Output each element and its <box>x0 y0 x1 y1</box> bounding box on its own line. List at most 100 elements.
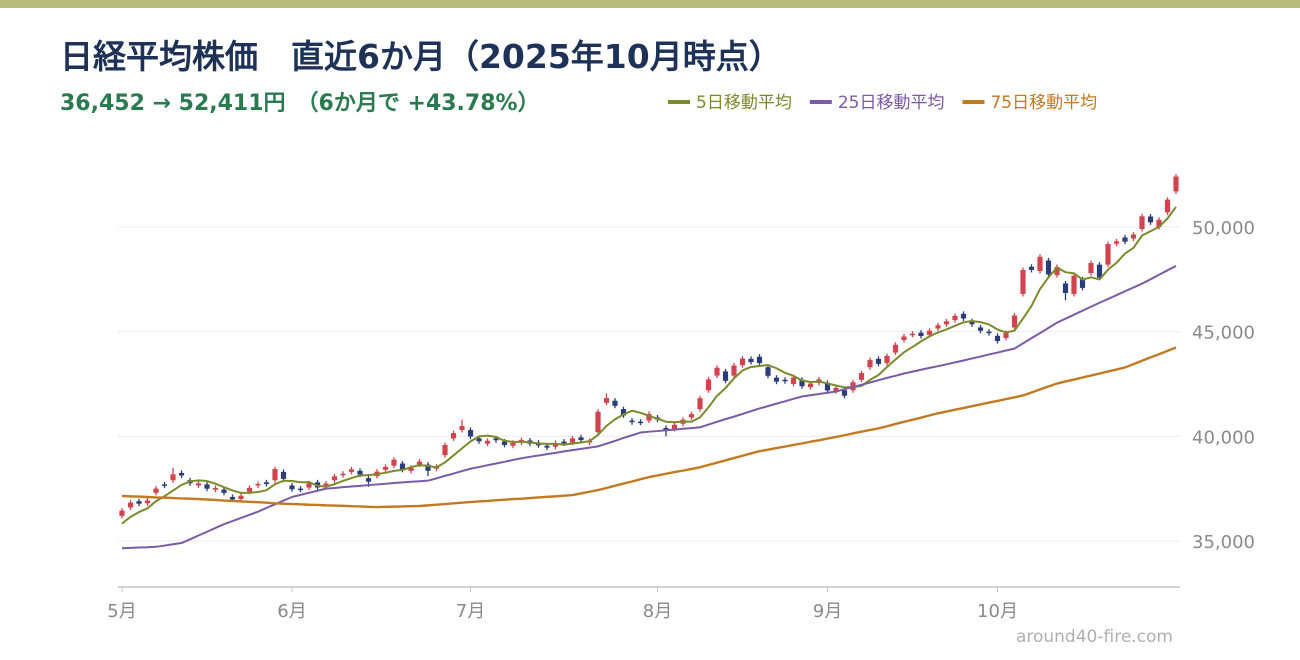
candle-body <box>425 464 431 471</box>
chart-title: 日経平均株価 直近6か月（2025年10月時点） <box>60 37 782 76</box>
candle-body <box>629 420 635 423</box>
candle-body <box>229 496 236 500</box>
candle-body <box>952 315 958 321</box>
x-tick-label: 6月 <box>277 601 306 622</box>
candle-body <box>697 398 703 410</box>
candle-body <box>790 377 797 384</box>
candle-body <box>1113 241 1120 244</box>
candle-body <box>807 383 814 388</box>
candle-body <box>1088 263 1094 274</box>
candle-body <box>306 483 312 488</box>
candle-body <box>391 459 397 466</box>
candle-body <box>603 398 610 403</box>
ma-line <box>121 206 1177 525</box>
candle-body <box>731 365 737 376</box>
candle-body <box>1062 283 1069 293</box>
y-tick-label: 45,000 <box>1192 323 1255 344</box>
candle-body <box>450 433 457 439</box>
candle-body <box>612 400 618 406</box>
candle-body <box>1028 266 1035 270</box>
candle-body <box>416 461 423 465</box>
candle-body <box>153 488 159 493</box>
candle-body <box>1156 219 1162 227</box>
candle-body <box>340 473 346 476</box>
candle-body <box>357 470 363 475</box>
candle-body <box>867 360 873 368</box>
candle-body <box>195 483 202 486</box>
candle-body <box>960 313 967 319</box>
candle-body <box>493 438 499 441</box>
candle-body <box>986 331 992 334</box>
candle-body <box>204 484 210 489</box>
candle-body <box>238 495 244 500</box>
candle-body <box>943 321 950 325</box>
candle-body <box>178 472 185 476</box>
candle-body <box>365 478 372 482</box>
y-tick-label: 35,000 <box>1192 532 1255 553</box>
candle-body <box>1096 264 1103 278</box>
candle-body <box>476 438 482 442</box>
candle-body <box>901 336 907 341</box>
candle-body <box>799 379 805 387</box>
candle-body <box>255 483 261 486</box>
candle-body <box>484 440 491 444</box>
candle-body <box>705 379 712 391</box>
candle-body <box>1003 332 1009 338</box>
candle-body <box>1079 279 1086 288</box>
candle-body <box>263 482 270 484</box>
candle-body <box>858 373 865 380</box>
x-tick-label: 10月 <box>977 601 1018 622</box>
candle-body <box>892 344 899 353</box>
candle-body <box>331 476 338 481</box>
candle-body <box>671 424 678 429</box>
candle-body <box>561 441 567 444</box>
candle-body <box>1071 275 1077 294</box>
y-tick-label: 40,000 <box>1192 427 1255 448</box>
legend-label: 5日移動平均 <box>696 93 792 113</box>
candle-body <box>1147 216 1154 223</box>
chart-subtitle: 36,452 → 52,411円 （6か月で +43.78%） <box>60 91 540 116</box>
candle-body <box>884 355 890 364</box>
candle-body <box>637 421 644 424</box>
candle-body <box>824 382 831 391</box>
candle-body <box>1173 176 1179 192</box>
candle-body <box>722 371 729 381</box>
candle-body <box>909 333 916 336</box>
candle-body <box>442 445 448 456</box>
candle-body <box>459 426 465 431</box>
candle-body <box>246 487 253 492</box>
candle-body <box>977 327 984 331</box>
candle-body <box>1011 315 1018 328</box>
candle-body <box>663 427 669 431</box>
candle-body <box>1020 270 1026 294</box>
candle-body <box>765 367 771 376</box>
x-tick-label: 9月 <box>813 601 842 622</box>
candle-body <box>739 358 746 366</box>
candle-body <box>170 474 176 481</box>
candle-body <box>595 411 601 433</box>
candle-body <box>1130 234 1137 239</box>
candle-body <box>1054 267 1060 276</box>
candle-body <box>144 500 151 504</box>
candle-body <box>467 430 474 437</box>
candle-body <box>578 437 584 441</box>
candle-body <box>399 463 406 470</box>
candle-body <box>289 485 295 490</box>
candle-body <box>161 484 168 486</box>
candle-body <box>714 367 720 376</box>
candle-body <box>501 441 508 445</box>
candle-body <box>1164 199 1171 213</box>
candle-body <box>544 445 550 448</box>
candle-body <box>748 358 754 363</box>
candle-body <box>688 414 695 418</box>
candle-body <box>875 358 882 364</box>
candle-body <box>773 377 780 382</box>
candle-body <box>119 510 125 516</box>
candle-body <box>969 321 975 325</box>
candle-body <box>382 466 389 470</box>
candle-body <box>1037 256 1043 271</box>
candle-body <box>646 413 652 421</box>
legend-label: 25日移動平均 <box>838 93 945 113</box>
